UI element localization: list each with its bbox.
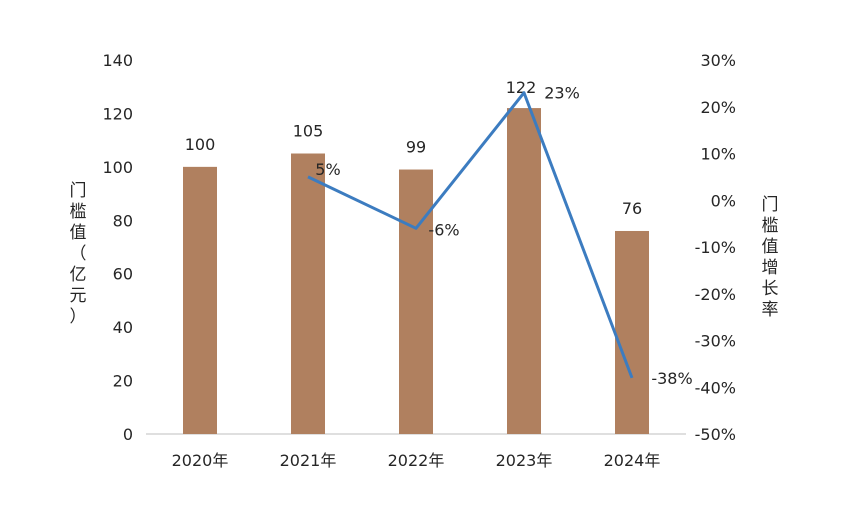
growth-line-path [307, 91, 634, 379]
right-tick-label: 20% [700, 98, 736, 117]
line-data-label: 23% [544, 84, 580, 103]
bar [507, 108, 541, 434]
left-tick-label: 120 [102, 104, 133, 123]
line-data-label: -6% [428, 220, 459, 239]
bar-data-label: 99 [406, 138, 426, 157]
x-tick-label: 2024年 [604, 451, 661, 470]
right-tick-label: -30% [695, 332, 736, 351]
bar [615, 230, 649, 434]
right-tick-label: -50% [695, 425, 736, 444]
right-tick-label: 30% [700, 51, 736, 70]
bar-data-labels: 100 105 99 122 76 [185, 78, 642, 218]
bar [291, 153, 325, 434]
bar-data-label: 76 [622, 199, 642, 218]
right-tick-label: -20% [695, 285, 736, 304]
left-tick-label: 80 [113, 211, 133, 230]
line-data-label: 5% [315, 160, 340, 179]
growth-line [307, 91, 634, 379]
bar [399, 169, 433, 434]
bars [183, 108, 649, 434]
right-axis-title-text: 门槛值增长率 [762, 195, 779, 320]
x-tick-label: 2020年 [172, 451, 229, 470]
right-tick-label: -10% [695, 238, 736, 257]
left-tick-label: 20 [113, 372, 133, 391]
line-data-label: -38% [651, 369, 692, 388]
left-axis-title: 门槛值（亿元） [70, 181, 87, 327]
growth-data-labels: 5% -6% 23% -38% [315, 84, 692, 388]
x-tick-label: 2022年 [388, 451, 445, 470]
left-tick-label: 140 [102, 51, 133, 70]
left-tick-label: 40 [113, 318, 133, 337]
right-tick-label: -40% [695, 378, 736, 397]
left-tick-label: 60 [113, 265, 133, 284]
bar [183, 166, 217, 434]
left-tick-label: 100 [102, 158, 133, 177]
bar-data-label: 122 [506, 78, 537, 97]
right-tick-label: 10% [700, 145, 736, 164]
left-tick-label: 0 [123, 425, 133, 444]
bar-data-label: 105 [293, 122, 324, 141]
right-tick-label: 0% [711, 191, 736, 210]
x-axis-ticks: 2020年 2021年 2022年 2023年 2024年 [172, 451, 661, 470]
x-tick-label: 2021年 [280, 451, 337, 470]
left-axis-ticks: 0 20 40 60 80 100 120 140 [102, 51, 133, 444]
right-axis-title: 门槛值增长率 [762, 195, 779, 320]
x-tick-label: 2023年 [496, 451, 553, 470]
right-axis-ticks: -50% -40% -30% -20% -10% 0% 10% 20% 30% [695, 51, 736, 444]
bar-data-label: 100 [185, 135, 216, 154]
left-axis-title-text: 门槛值（亿元） [70, 181, 87, 327]
